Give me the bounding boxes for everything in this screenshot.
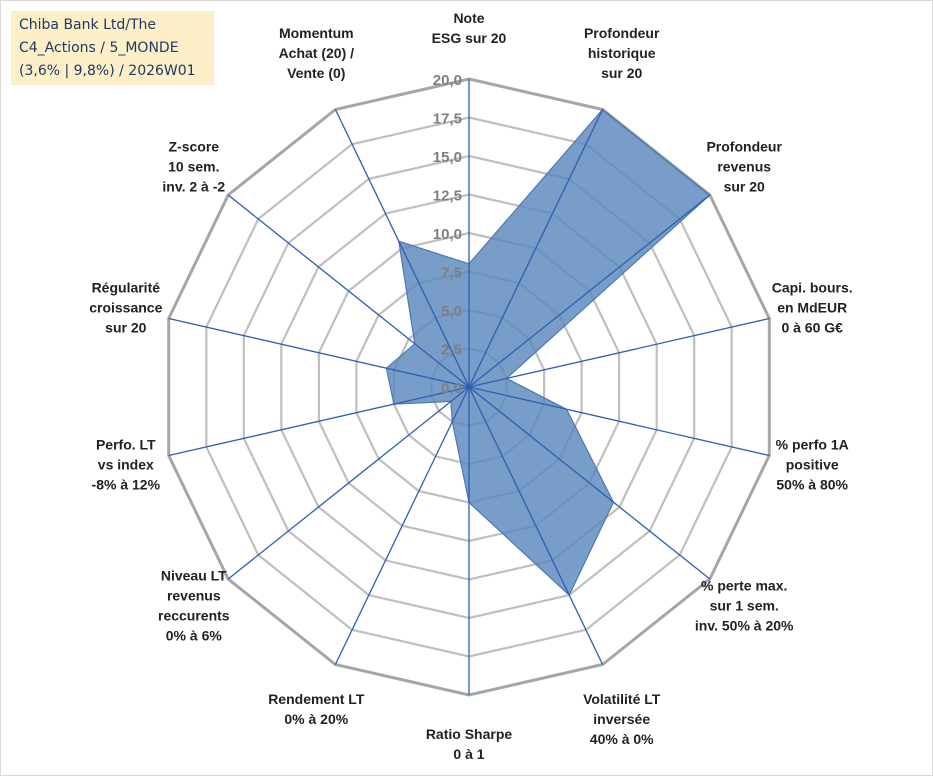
radar-axis-label-line: Achat (20) / bbox=[279, 45, 355, 61]
radar-axis-label-line: Note bbox=[453, 10, 484, 26]
radar-tick-label: 5,0 bbox=[441, 303, 462, 320]
radar-tick-label: 2,5 bbox=[441, 342, 462, 359]
radar-axis-label: Ratio Sharpe 0 à 1 bbox=[426, 726, 513, 762]
radar-axis-labels: Note ESG sur 20 Profondeur historique sur 20… bbox=[89, 10, 852, 762]
radar-spoke bbox=[334, 109, 470, 388]
radar-axis-label-line: sur 20 bbox=[724, 179, 765, 195]
radar-series bbox=[385, 108, 711, 597]
radar-axis-label: Momentum Achat (20) / Vente (0) bbox=[279, 25, 355, 81]
radar-axis-label-line: historique bbox=[588, 45, 656, 61]
radar-axis-label: % perte max. sur 1 sem. inv. 50% à 20% bbox=[695, 578, 794, 634]
radar-axis-label-line: Vente (0) bbox=[287, 65, 345, 81]
radar-spoke bbox=[468, 317, 770, 388]
radar-axis-label-line: -8% à 12% bbox=[92, 476, 161, 492]
radar-spoke bbox=[468, 109, 604, 388]
radar-tick-label: 17,5 bbox=[433, 111, 462, 128]
radar-axis-label-line: Momentum bbox=[279, 25, 354, 41]
radar-axis-label-line: revenus bbox=[717, 159, 771, 175]
radar-axis-label-line: % perte max. bbox=[701, 578, 787, 594]
radar-axis-label-line: 40% à 0% bbox=[590, 731, 654, 747]
radar-axis-label-line: % perfo 1A bbox=[776, 436, 849, 452]
radar-axis-label-line: Volatilité LT bbox=[583, 691, 661, 707]
radar-axis-label-line: Régularité bbox=[92, 280, 161, 296]
radar-axis-label-line: croissance bbox=[89, 300, 162, 316]
radar-axis-label: Z-score 10 sem. inv. 2 à -2 bbox=[162, 139, 225, 195]
radar-spoke bbox=[468, 386, 770, 457]
radar-spokes bbox=[168, 79, 770, 695]
radar-axis-label-line: sur 20 bbox=[601, 65, 642, 81]
radar-tick-label: 12,5 bbox=[433, 188, 462, 205]
radar-axis-label: Note ESG sur 20 bbox=[432, 10, 507, 46]
radar-axis-label: Niveau LT revenus reccurents 0% à 6% bbox=[158, 568, 230, 644]
radar-axis-label-line: Rendement LT bbox=[268, 691, 365, 707]
radar-tick-label: 20,0 bbox=[433, 72, 462, 89]
radar-axis-label-line: en MdEUR bbox=[777, 300, 847, 316]
radar-axis-label-line: ESG sur 20 bbox=[432, 30, 507, 46]
chart-title-line-3: (3,6% | 9,8%) / 2026W01 bbox=[19, 63, 196, 79]
radar-axis-label-line: Ratio Sharpe bbox=[426, 726, 513, 742]
radar-spoke bbox=[168, 386, 470, 457]
radar-spoke bbox=[334, 386, 470, 665]
radar-axis-label-line: inv. 50% à 20% bbox=[695, 618, 794, 634]
radar-axis-label-line: 0 à 60 G€ bbox=[781, 320, 843, 336]
radar-tick-label: 10,0 bbox=[433, 226, 462, 243]
radar-tick-labels: 0,0 2,5 5,0 7,5 10,0 12,5 15,0 17,5 20,0 bbox=[433, 72, 462, 397]
radar-axis-label-line: reccurents bbox=[158, 608, 230, 624]
radar-spoke bbox=[227, 386, 470, 580]
radar-axis-label: Régularité croissance sur 20 bbox=[89, 280, 162, 336]
radar-spoke bbox=[468, 386, 711, 580]
radar-axis-label-line: sur 20 bbox=[105, 320, 146, 336]
radar-axis-label-line: 50% à 80% bbox=[776, 476, 848, 492]
radar-axis-label-line: vs index bbox=[98, 456, 154, 472]
radar-axis-label: Perfo. LT vs index -8% à 12% bbox=[92, 436, 161, 492]
radar-axis-label-line: inv. 2 à -2 bbox=[162, 179, 225, 195]
radar-axis-label-line: Capi. bours. bbox=[772, 280, 853, 296]
radar-axis-label-line: Niveau LT bbox=[161, 568, 227, 584]
chart-title-line-1: Chiba Bank Ltd/The bbox=[19, 17, 156, 33]
radar-axis-label-line: sur 1 sem. bbox=[710, 598, 779, 614]
radar-axis-label: Capi. bours. en MdEUR 0 à 60 G€ bbox=[772, 280, 853, 336]
radar-tick-label: 0,0 bbox=[441, 380, 462, 397]
radar-axis-label: Volatilité LT inversée 40% à 0% bbox=[583, 691, 661, 747]
radar-series-area bbox=[385, 108, 711, 597]
chart-title-line-2: C4_Actions / 5_MONDE bbox=[19, 40, 179, 56]
radar-spoke bbox=[468, 194, 711, 388]
radar-axis-label-line: Perfo. LT bbox=[96, 436, 156, 452]
radar-spoke bbox=[168, 317, 470, 388]
radar-axis-label-line: Z-score bbox=[169, 139, 220, 155]
radar-axis-label: Profondeur revenus sur 20 bbox=[706, 139, 782, 195]
radar-axis-label-line: inversée bbox=[593, 711, 650, 727]
chart-title-box: Chiba Bank Ltd/The C4_Actions / 5_MONDE … bbox=[11, 11, 214, 85]
radar-axis-label-line: positive bbox=[786, 456, 839, 472]
radar-axis-label: Rendement LT 0% à 20% bbox=[268, 691, 365, 727]
radar-axis-label-line: revenus bbox=[167, 588, 221, 604]
radar-spoke bbox=[227, 194, 470, 388]
radar-axis-label-line: 0% à 20% bbox=[284, 711, 348, 727]
radar-axis-label-line: 0% à 6% bbox=[166, 628, 223, 644]
radar-tick-label: 15,0 bbox=[433, 149, 462, 166]
radar-axis-label-line: Profondeur bbox=[706, 139, 782, 155]
radar-spoke bbox=[468, 386, 604, 665]
radar-axis-label-line: 10 sem. bbox=[168, 159, 219, 175]
radar-axis-label-line: 0 à 1 bbox=[453, 746, 484, 762]
radar-axis-label: % perfo 1A positive 50% à 80% bbox=[776, 436, 849, 492]
radar-axis-label: Profondeur historique sur 20 bbox=[584, 25, 660, 81]
radar-axis-label-line: Profondeur bbox=[584, 25, 660, 41]
radar-tick-label: 7,5 bbox=[441, 265, 462, 282]
